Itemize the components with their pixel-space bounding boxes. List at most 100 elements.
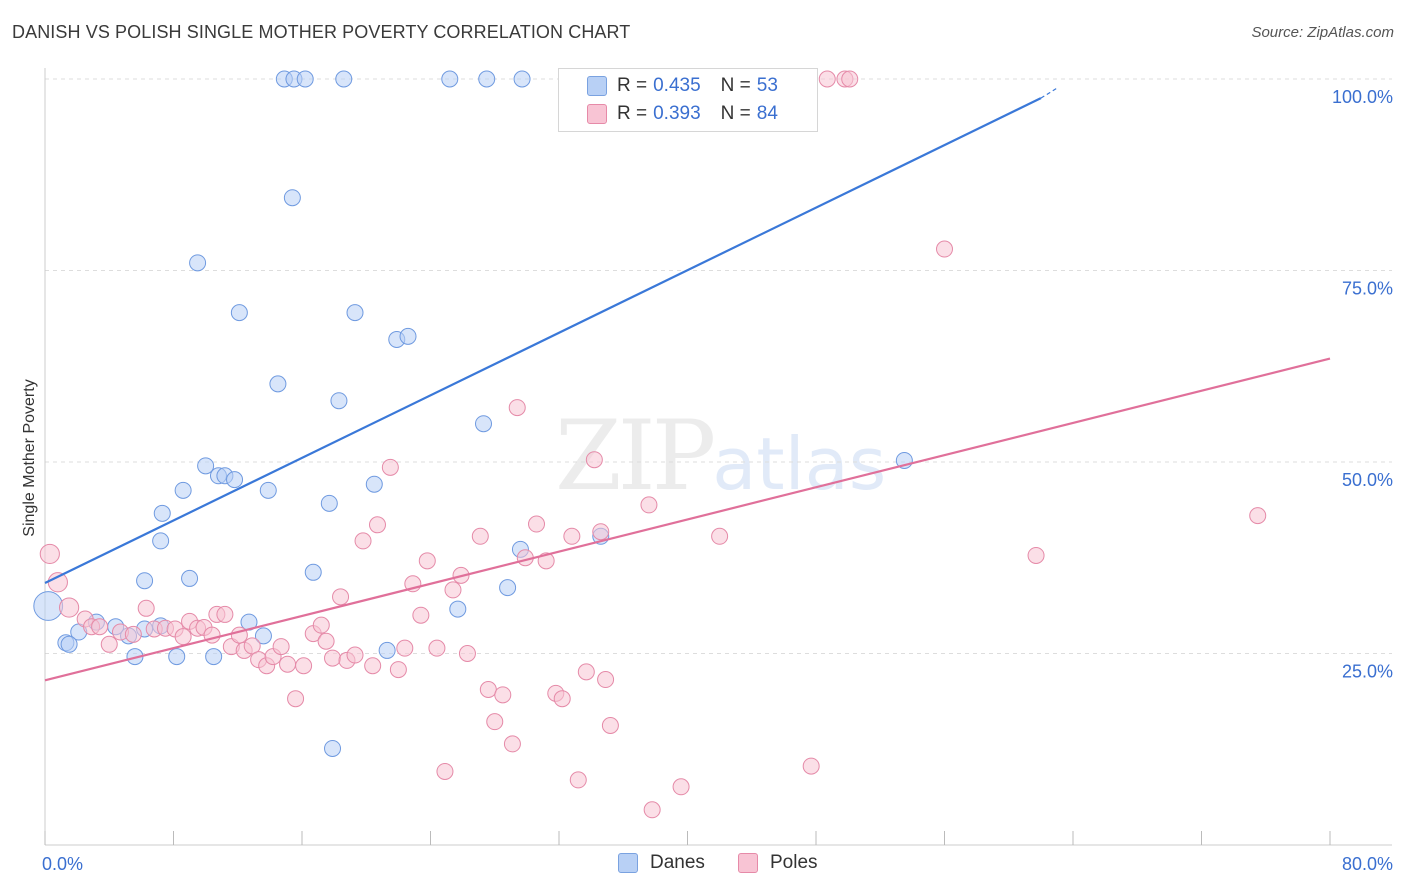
poles-point xyxy=(346,646,364,664)
poles-point xyxy=(643,801,661,819)
n-value: 53 xyxy=(756,75,778,96)
poles-point xyxy=(317,632,335,650)
danes-point xyxy=(230,304,248,322)
r-label: R = xyxy=(617,75,648,96)
poles-point xyxy=(428,639,446,657)
x-tick-label: 80.0% xyxy=(1342,854,1393,874)
poles-swatch xyxy=(587,104,607,124)
danes-point xyxy=(60,635,78,653)
danes-point xyxy=(399,327,417,345)
danes-point xyxy=(136,572,154,590)
poles-point xyxy=(471,527,489,545)
danes-point xyxy=(513,70,531,88)
danes-point xyxy=(365,475,383,493)
danes-point xyxy=(33,591,64,621)
poles-point xyxy=(91,618,109,636)
poles-point xyxy=(672,778,690,796)
r-value: 0.435 xyxy=(653,75,701,96)
poles-point xyxy=(936,240,953,258)
poles-point xyxy=(818,70,836,88)
danes-legend-swatch xyxy=(618,853,638,873)
poles-point xyxy=(381,458,399,476)
poles-point xyxy=(486,713,504,731)
poles-point xyxy=(272,638,290,656)
danes-point xyxy=(174,481,192,499)
legend-row-danes: R = 0.435 N = 53 xyxy=(559,73,778,99)
danes-point xyxy=(226,471,244,489)
poles-point xyxy=(295,657,313,675)
danes-point xyxy=(152,532,170,550)
danes-point xyxy=(259,481,277,499)
poles-point xyxy=(563,527,581,545)
danes-point xyxy=(478,70,496,88)
poles-point xyxy=(597,671,615,689)
poles-point xyxy=(39,543,60,565)
y-tick-label: 25.0% xyxy=(1342,662,1393,682)
poles-point xyxy=(137,599,155,617)
poles-point xyxy=(569,771,587,789)
poles-point xyxy=(444,581,462,599)
danes-point xyxy=(296,70,314,88)
poles-point xyxy=(279,655,297,673)
x-tick-label: 0.0% xyxy=(42,854,83,874)
poles-point xyxy=(332,588,350,606)
legend-label-poles: Poles xyxy=(770,852,818,873)
poles-point xyxy=(577,663,595,681)
poles-point xyxy=(324,649,342,667)
source-label: Source: ZipAtlas.com xyxy=(1251,24,1394,41)
n-value: 84 xyxy=(756,103,778,124)
danes-point xyxy=(181,569,199,587)
poles-point xyxy=(174,628,192,646)
poles-point xyxy=(389,661,407,679)
legend-item-poles: Poles xyxy=(738,852,818,874)
danes-point xyxy=(346,304,364,322)
poles-point xyxy=(124,625,142,643)
poles-point xyxy=(418,552,436,570)
danes-trend-extension xyxy=(1040,87,1058,99)
y-tick-label: 50.0% xyxy=(1342,470,1393,490)
danes-trend-line xyxy=(44,97,1042,585)
poles-point xyxy=(312,616,330,634)
danes-point xyxy=(254,627,272,645)
poles-point xyxy=(287,690,305,708)
poles-point xyxy=(585,451,603,469)
danes-point xyxy=(189,254,207,272)
poles-point xyxy=(100,635,118,653)
n-label: N = xyxy=(720,103,751,124)
danes-point xyxy=(378,641,396,659)
poles-point xyxy=(47,572,68,593)
poles-point xyxy=(396,639,414,657)
poles-point xyxy=(412,606,430,624)
danes-point xyxy=(304,563,322,581)
danes-point xyxy=(168,648,186,666)
danes-point xyxy=(197,457,215,475)
danes-point xyxy=(335,70,353,88)
n-label: N = xyxy=(720,75,751,96)
poles-point xyxy=(458,645,476,662)
poles-point xyxy=(553,690,571,708)
poles-point xyxy=(802,757,820,775)
poles-point xyxy=(528,515,546,533)
chart-title: DANISH VS POLISH SINGLE MOTHER POVERTY C… xyxy=(12,22,631,42)
danes-point xyxy=(475,415,493,433)
watermark: ZIPatlas xyxy=(555,400,886,512)
poles-point xyxy=(216,605,234,623)
poles-point xyxy=(368,516,386,534)
danes-point xyxy=(269,375,287,393)
danes-point xyxy=(330,392,348,410)
poles-legend-swatch xyxy=(738,853,758,873)
r-label: R = xyxy=(617,103,648,124)
poles-point xyxy=(592,523,610,541)
poles-point xyxy=(508,399,526,417)
poles-point xyxy=(58,597,80,618)
legend-row-poles: R = 0.393 N = 84 xyxy=(559,101,778,127)
poles-point xyxy=(1027,546,1045,564)
poles-point xyxy=(711,527,729,545)
danes-point xyxy=(153,504,171,522)
poles-point xyxy=(1249,507,1267,525)
danes-point xyxy=(283,189,301,207)
poles-point xyxy=(601,717,619,735)
poles-point xyxy=(243,637,261,655)
poles-trend-line xyxy=(44,357,1331,682)
y-tick-label: 75.0% xyxy=(1342,279,1393,299)
